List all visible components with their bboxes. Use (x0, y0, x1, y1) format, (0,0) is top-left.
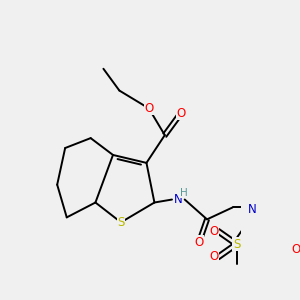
Text: O: O (291, 243, 300, 256)
Text: N: N (248, 203, 257, 216)
Text: O: O (176, 107, 185, 120)
Text: H: H (180, 188, 188, 198)
Text: O: O (194, 236, 204, 249)
Text: S: S (233, 238, 240, 250)
Text: O: O (144, 102, 154, 115)
Text: O: O (210, 225, 219, 238)
Text: S: S (117, 216, 124, 229)
Text: N: N (174, 193, 183, 206)
Text: O: O (210, 250, 219, 263)
